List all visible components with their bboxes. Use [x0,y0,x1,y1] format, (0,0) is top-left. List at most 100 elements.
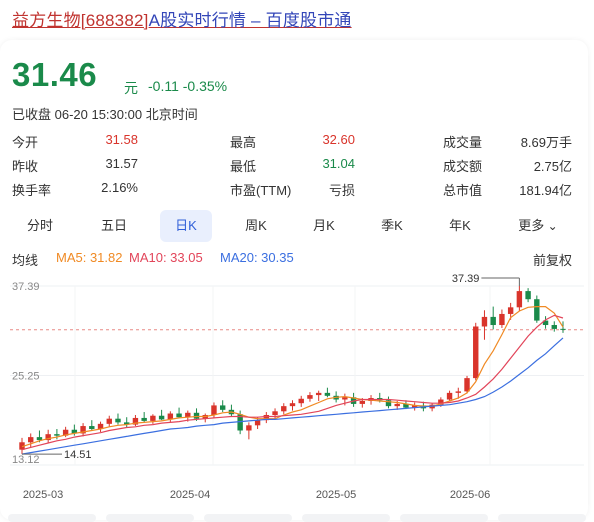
y-axis-label: 13.12 [12,454,40,466]
candle-body [28,437,34,443]
tab-label: 月K [313,218,335,233]
stat-value: 31.58 [105,132,138,147]
candle-body [385,400,392,407]
min-annotation-label: 14.51 [64,449,92,461]
candle-body [115,418,121,423]
stat-label: 总市值 [443,183,483,198]
x-axis-label: 2025-03 [23,489,63,501]
candle-body [193,412,200,419]
candle-body [124,422,130,425]
tab-7[interactable]: 更多 ⌄ [512,210,564,242]
tab-label: 周K [245,218,267,233]
stat-value: 2.75亿 [533,159,572,174]
tab-label: 更多 [518,218,545,233]
tab-4[interactable]: 月K [298,210,350,242]
x-axis-label: 2025-06 [450,489,490,501]
bottom-tab-placeholder[interactable] [106,514,194,522]
candle-body [106,418,112,424]
candle-body [89,426,95,430]
candle-body [97,423,104,430]
candle-body [516,291,523,308]
tab-1[interactable]: 五日 [88,210,140,242]
candle-body [185,412,191,418]
candle-body [237,414,243,431]
candle-body [71,429,78,434]
candle-body [403,403,409,408]
stat-label: 最低 [230,159,257,174]
price-change: -0.11 -0.35% [148,78,227,94]
tab-3[interactable]: 周K [230,210,282,242]
ma5-value: MA5: 31.82 [56,250,123,265]
candle-body [45,434,51,441]
y-axis-label: 37.39 [12,281,40,293]
candle-body [158,415,165,420]
stat-value: 8.69万手 [520,135,572,150]
stat-value: 31.04 [322,156,355,171]
ma20-value: MA20: 30.35 [220,250,294,265]
candle-body [490,316,496,326]
tab-label: 五日 [100,218,127,233]
x-axis-label: 2025-05 [316,489,356,501]
tab-2[interactable]: 日K [160,210,212,242]
candle-body [464,378,470,392]
candle-body [446,392,453,400]
page-title-rest: A股实时行情 – 百度股市通 [148,11,352,30]
bottom-tab-placeholder[interactable] [400,514,488,522]
stat-value: 2.16% [101,180,138,195]
candle-body [176,413,182,418]
candle-body [394,403,400,407]
candle-body [80,426,86,434]
candle-body [211,405,217,415]
candle-body [36,437,43,441]
current-price: 31.46 [12,56,98,93]
ma-line-ma5 [21,305,564,448]
candle-body [19,442,25,450]
bottom-tab-placeholder[interactable] [8,514,96,522]
candle-body [254,420,261,426]
candle-body [507,307,514,314]
change-percent: -0.35% [182,78,228,94]
tab-0[interactable]: 分时 [14,210,66,242]
candle-body [438,399,444,405]
price-unit: 元 [124,80,138,96]
candle-body [525,291,531,300]
candle-body [551,325,557,329]
x-axis-label: 2025-04 [170,489,210,501]
adjust-toggle[interactable]: 前复权 [533,253,573,268]
tab-label: 分时 [26,218,53,233]
candle-body [315,392,322,396]
tab-6[interactable]: 年K [434,210,486,242]
kline-chart[interactable]: 37.39 25.25 13.12 2025-03 2025-04 2025-05 2025… [0,270,594,505]
page-title-link[interactable]: 益方生物[688382]A股实时行情 – 百度股市通 [12,6,352,31]
candle-body [307,395,313,399]
y-axis-label: 25.25 [12,371,40,383]
stat-value: 32.60 [322,132,355,147]
candle-body [499,313,505,326]
ma-line-ma10 [21,314,564,451]
bottom-tab-placeholder[interactable] [302,514,390,522]
candle-body [132,417,139,425]
stat-label: 换手率 [12,183,52,198]
stat-value: 181.94亿 [519,183,572,198]
candle-body [54,434,60,436]
bottom-tab-placeholder[interactable] [204,514,292,522]
stat-label: 昨收 [12,159,39,174]
candle-body [481,316,488,327]
candle-body [281,406,287,412]
tab-5[interactable]: 季K [366,210,418,242]
candle-body [289,403,296,407]
stock-name-code: 益方生物[688382] [12,11,149,30]
period-tabs: 分时 五日 日K 周K 月K 季K 年K 更多 ⌄ [8,210,580,242]
bottom-tab-placeholder[interactable] [498,514,586,522]
candle-body [246,425,252,431]
max-annotation-label: 37.39 [452,273,480,285]
candle-body [411,405,418,408]
candle-body [150,415,156,421]
stat-label: 最高 [230,135,257,150]
candle-body [141,417,147,421]
candle-body [167,413,174,420]
candle-body [219,405,226,410]
stat-value: 31.57 [105,156,138,171]
ma-line-ma20 [21,337,564,455]
chevron-down-icon: ⌄ [544,219,558,233]
